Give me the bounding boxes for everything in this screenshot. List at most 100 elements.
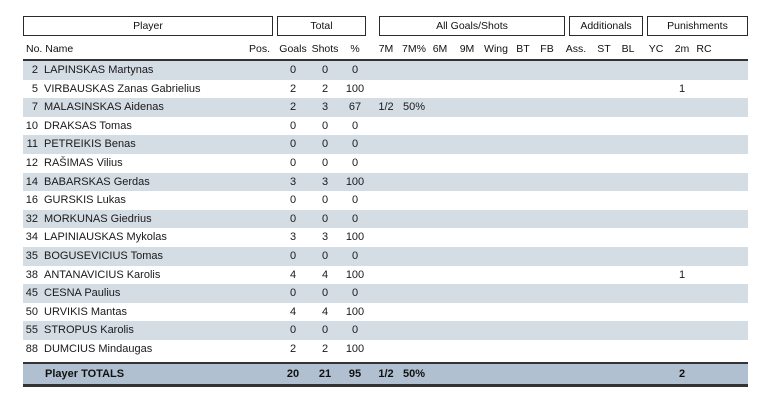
2m-cell: 1 [678, 268, 686, 281]
pct-cell: 0 [340, 209, 370, 229]
7m-cell [370, 209, 402, 229]
9m-cell [454, 80, 480, 99]
pct-cell: 0 [351, 119, 359, 132]
2m-cell [672, 117, 692, 136]
bt-cell [512, 117, 534, 136]
totals-2m-cell: 2 [672, 361, 692, 387]
bl-cell [616, 246, 640, 266]
wing-cell [480, 209, 512, 229]
st-cell [592, 303, 616, 322]
shots-cell: 3 [321, 231, 329, 244]
fb-cell [534, 303, 560, 322]
9m-cell [454, 284, 480, 303]
yc-cell [640, 117, 672, 136]
bt-cell [512, 98, 534, 117]
stats-grid: No. Name Pos. Goals Shots % 7M 7M% 6M 9M… [23, 36, 748, 387]
player-number: 88 [25, 342, 38, 355]
7m-cell [370, 228, 402, 247]
shots-cell: 0 [310, 284, 340, 303]
bt-cell [512, 80, 534, 99]
7m-cell [370, 340, 402, 359]
rc-cell [692, 340, 716, 359]
pos-cell [246, 191, 276, 210]
ass-cell [560, 246, 592, 266]
fb-cell [534, 246, 560, 266]
2m-cell [672, 135, 692, 154]
player-number: 45 [25, 287, 38, 300]
bl-cell [616, 135, 640, 154]
col-header-goals: Goals [276, 36, 310, 61]
7mpct-cell [402, 172, 426, 192]
wing-cell [480, 117, 512, 136]
pct-cell: 100 [345, 231, 365, 244]
player-number: 34 [25, 231, 38, 244]
totals-yc-cell [640, 361, 672, 387]
7mpct-cell [402, 135, 426, 154]
goals-cell: 3 [289, 231, 297, 244]
totals-ass-cell [560, 361, 592, 387]
fb-cell [534, 117, 560, 136]
col-header-st: ST [592, 36, 616, 61]
rc-cell [692, 191, 716, 210]
row-spacer-cell [716, 154, 748, 173]
pos-cell [246, 117, 276, 136]
7mpct-cell: 50% [402, 98, 426, 117]
2m-cell [672, 284, 692, 303]
ass-cell [560, 284, 592, 303]
col-header-pct: % [340, 36, 370, 61]
st-cell [592, 321, 616, 340]
player-name: GURSKIS Lukas [44, 194, 126, 207]
9m-cell [454, 60, 480, 80]
6m-cell [426, 266, 454, 285]
player-name: LAPINIAUSKAS Mykolas [44, 231, 167, 244]
7m-cell [370, 284, 402, 303]
2m-cell [672, 60, 692, 80]
row-spacer-cell [716, 172, 748, 192]
player-cell: 38 ANTANAVICIUS Karolis [23, 266, 246, 285]
player-name: VIRBAUSKAS Zanas Gabrielius [44, 82, 201, 95]
totals-7mpct-cell: 50% [402, 361, 426, 387]
player-cell: 35 BOGUSEVICIUS Tomas [23, 246, 246, 266]
player-cell: 88 DUMCIUS Mindaugas [23, 340, 246, 359]
row-spacer-cell [716, 98, 748, 117]
fb-cell [534, 172, 560, 192]
st-cell [592, 80, 616, 99]
col-header-bl: BL [616, 36, 640, 61]
shots-cell: 3 [310, 98, 340, 117]
group-header-additionals: Additionals [569, 16, 643, 36]
totals-fb-cell [534, 361, 560, 387]
7mpct-cell [402, 60, 426, 80]
bl-cell [616, 303, 640, 322]
rc-cell [692, 154, 716, 173]
ass-cell [560, 172, 592, 192]
player-cell: 50 URVIKIS Mantas [23, 303, 246, 322]
pct-cell: 100 [345, 82, 365, 95]
9m-cell [454, 303, 480, 322]
totals-pos-cell [246, 361, 276, 387]
pos-cell [246, 266, 276, 285]
table-row: 55 STROPUS Karolis 0 0 0 [23, 321, 748, 340]
col-header-rc: RC [692, 36, 716, 61]
table-row: 14 BABARSKAS Gerdas 3 3 100 [23, 172, 748, 192]
2m-cell: 1 [678, 82, 686, 95]
7mpct-cell [402, 209, 426, 229]
player-number: 12 [25, 156, 38, 169]
st-cell [592, 246, 616, 266]
ass-cell [560, 80, 592, 99]
ass-cell [560, 303, 592, 322]
rc-cell [692, 172, 716, 192]
rc-cell [692, 60, 716, 80]
player-cell: 12 RAŠIMAS Vilius [23, 154, 246, 173]
2m-cell [672, 340, 692, 359]
player-cell: 34 LAPINIAUSKAS Mykolas [23, 228, 246, 247]
shots-cell: 0 [310, 209, 340, 229]
player-number: 14 [25, 175, 38, 188]
2m-cell [672, 172, 692, 192]
row-spacer-cell [716, 135, 748, 154]
6m-cell [426, 117, 454, 136]
player-number: 38 [25, 268, 38, 281]
ass-cell [560, 266, 592, 285]
6m-cell [426, 284, 454, 303]
player-name: LAPINSKAS Martynas [44, 64, 154, 76]
fb-cell [534, 228, 560, 247]
